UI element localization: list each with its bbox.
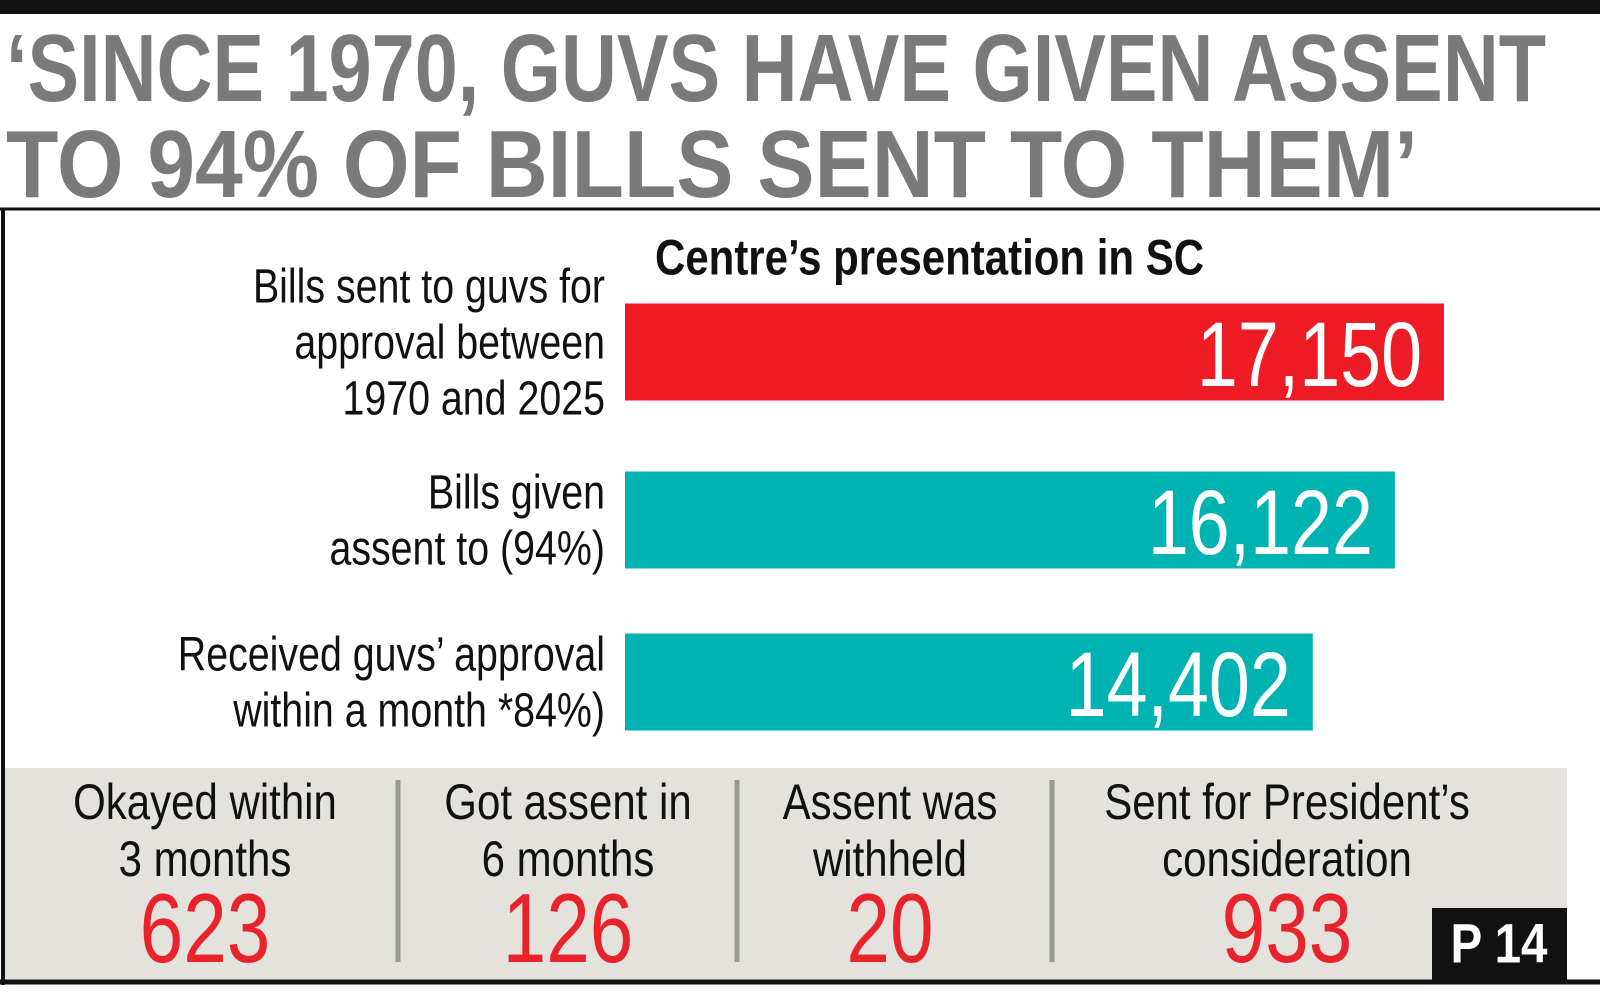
value-label: 14,402 [1066,633,1291,736]
bar [625,303,1444,401]
value-label: 17,150 [1197,303,1422,406]
stat-label: Assent was withheld [783,773,998,886]
stat-value: 126 [503,873,634,982]
stat-value: 20 [846,873,933,982]
category-label: Bills given assent to (94%) [329,465,605,575]
category-label: Bills sent to guvs for approval between 19… [253,259,605,425]
stat-label: Got assent in 6 months [444,773,691,886]
top-rule [0,0,1600,14]
bar [625,633,1313,731]
chart-title: Centre’s presentation in SC [655,229,1204,285]
value-label: 16,122 [1148,471,1373,574]
page-ref-box [1432,908,1567,980]
stats-strip [5,768,1567,980]
category-label: Received guvs’ approval within a month *8… [178,627,605,737]
headline: ‘SINCE 1970, GUVS HAVE GIVEN ASSENT TO 94… [6,15,1546,218]
stat-value: 623 [140,873,271,982]
page-ref: P 14 [1450,913,1547,975]
stat-value: 933 [1222,873,1353,982]
bar [625,471,1395,569]
stat-label: Okayed within 3 months [73,773,337,886]
stat-label: Sent for President’s consideration [1104,773,1470,886]
